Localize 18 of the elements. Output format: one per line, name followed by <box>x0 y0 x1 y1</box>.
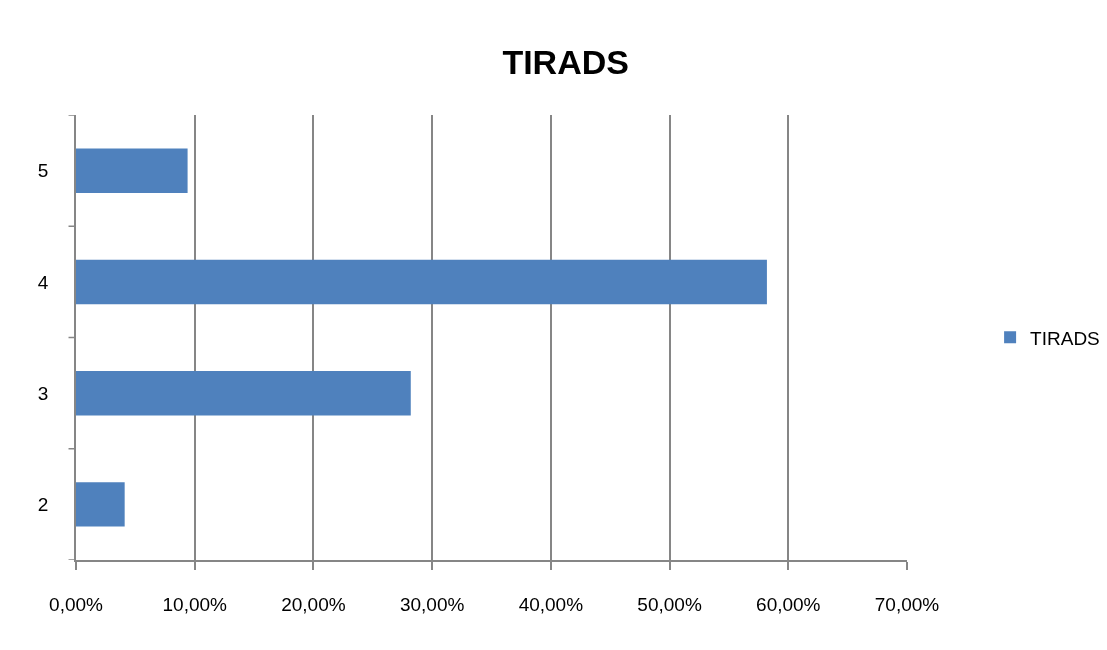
y-tick-label: 4 <box>37 271 49 293</box>
x-tick-label: 30,00% <box>399 593 465 615</box>
x-tick-label: 10,00% <box>162 593 228 615</box>
y-tick-label: 2 <box>37 494 49 516</box>
x-tick-label: 60,00% <box>756 593 821 615</box>
bar <box>76 148 188 193</box>
x-tick-label: 40,00% <box>518 593 584 615</box>
bar <box>76 370 411 416</box>
x-tick-label: 50,00% <box>637 593 702 615</box>
y-tick-label: 3 <box>37 382 49 404</box>
x-tick-label: 20,00% <box>281 593 346 615</box>
y-tick-label: 5 <box>37 160 49 182</box>
x-tick-label: 0,00% <box>49 593 104 615</box>
bar <box>76 259 767 305</box>
legend-label: TIRADS <box>1030 327 1100 349</box>
x-tick-label: 70,00% <box>874 593 940 615</box>
bar <box>76 482 125 527</box>
chart-title: TIRADS <box>502 42 629 81</box>
